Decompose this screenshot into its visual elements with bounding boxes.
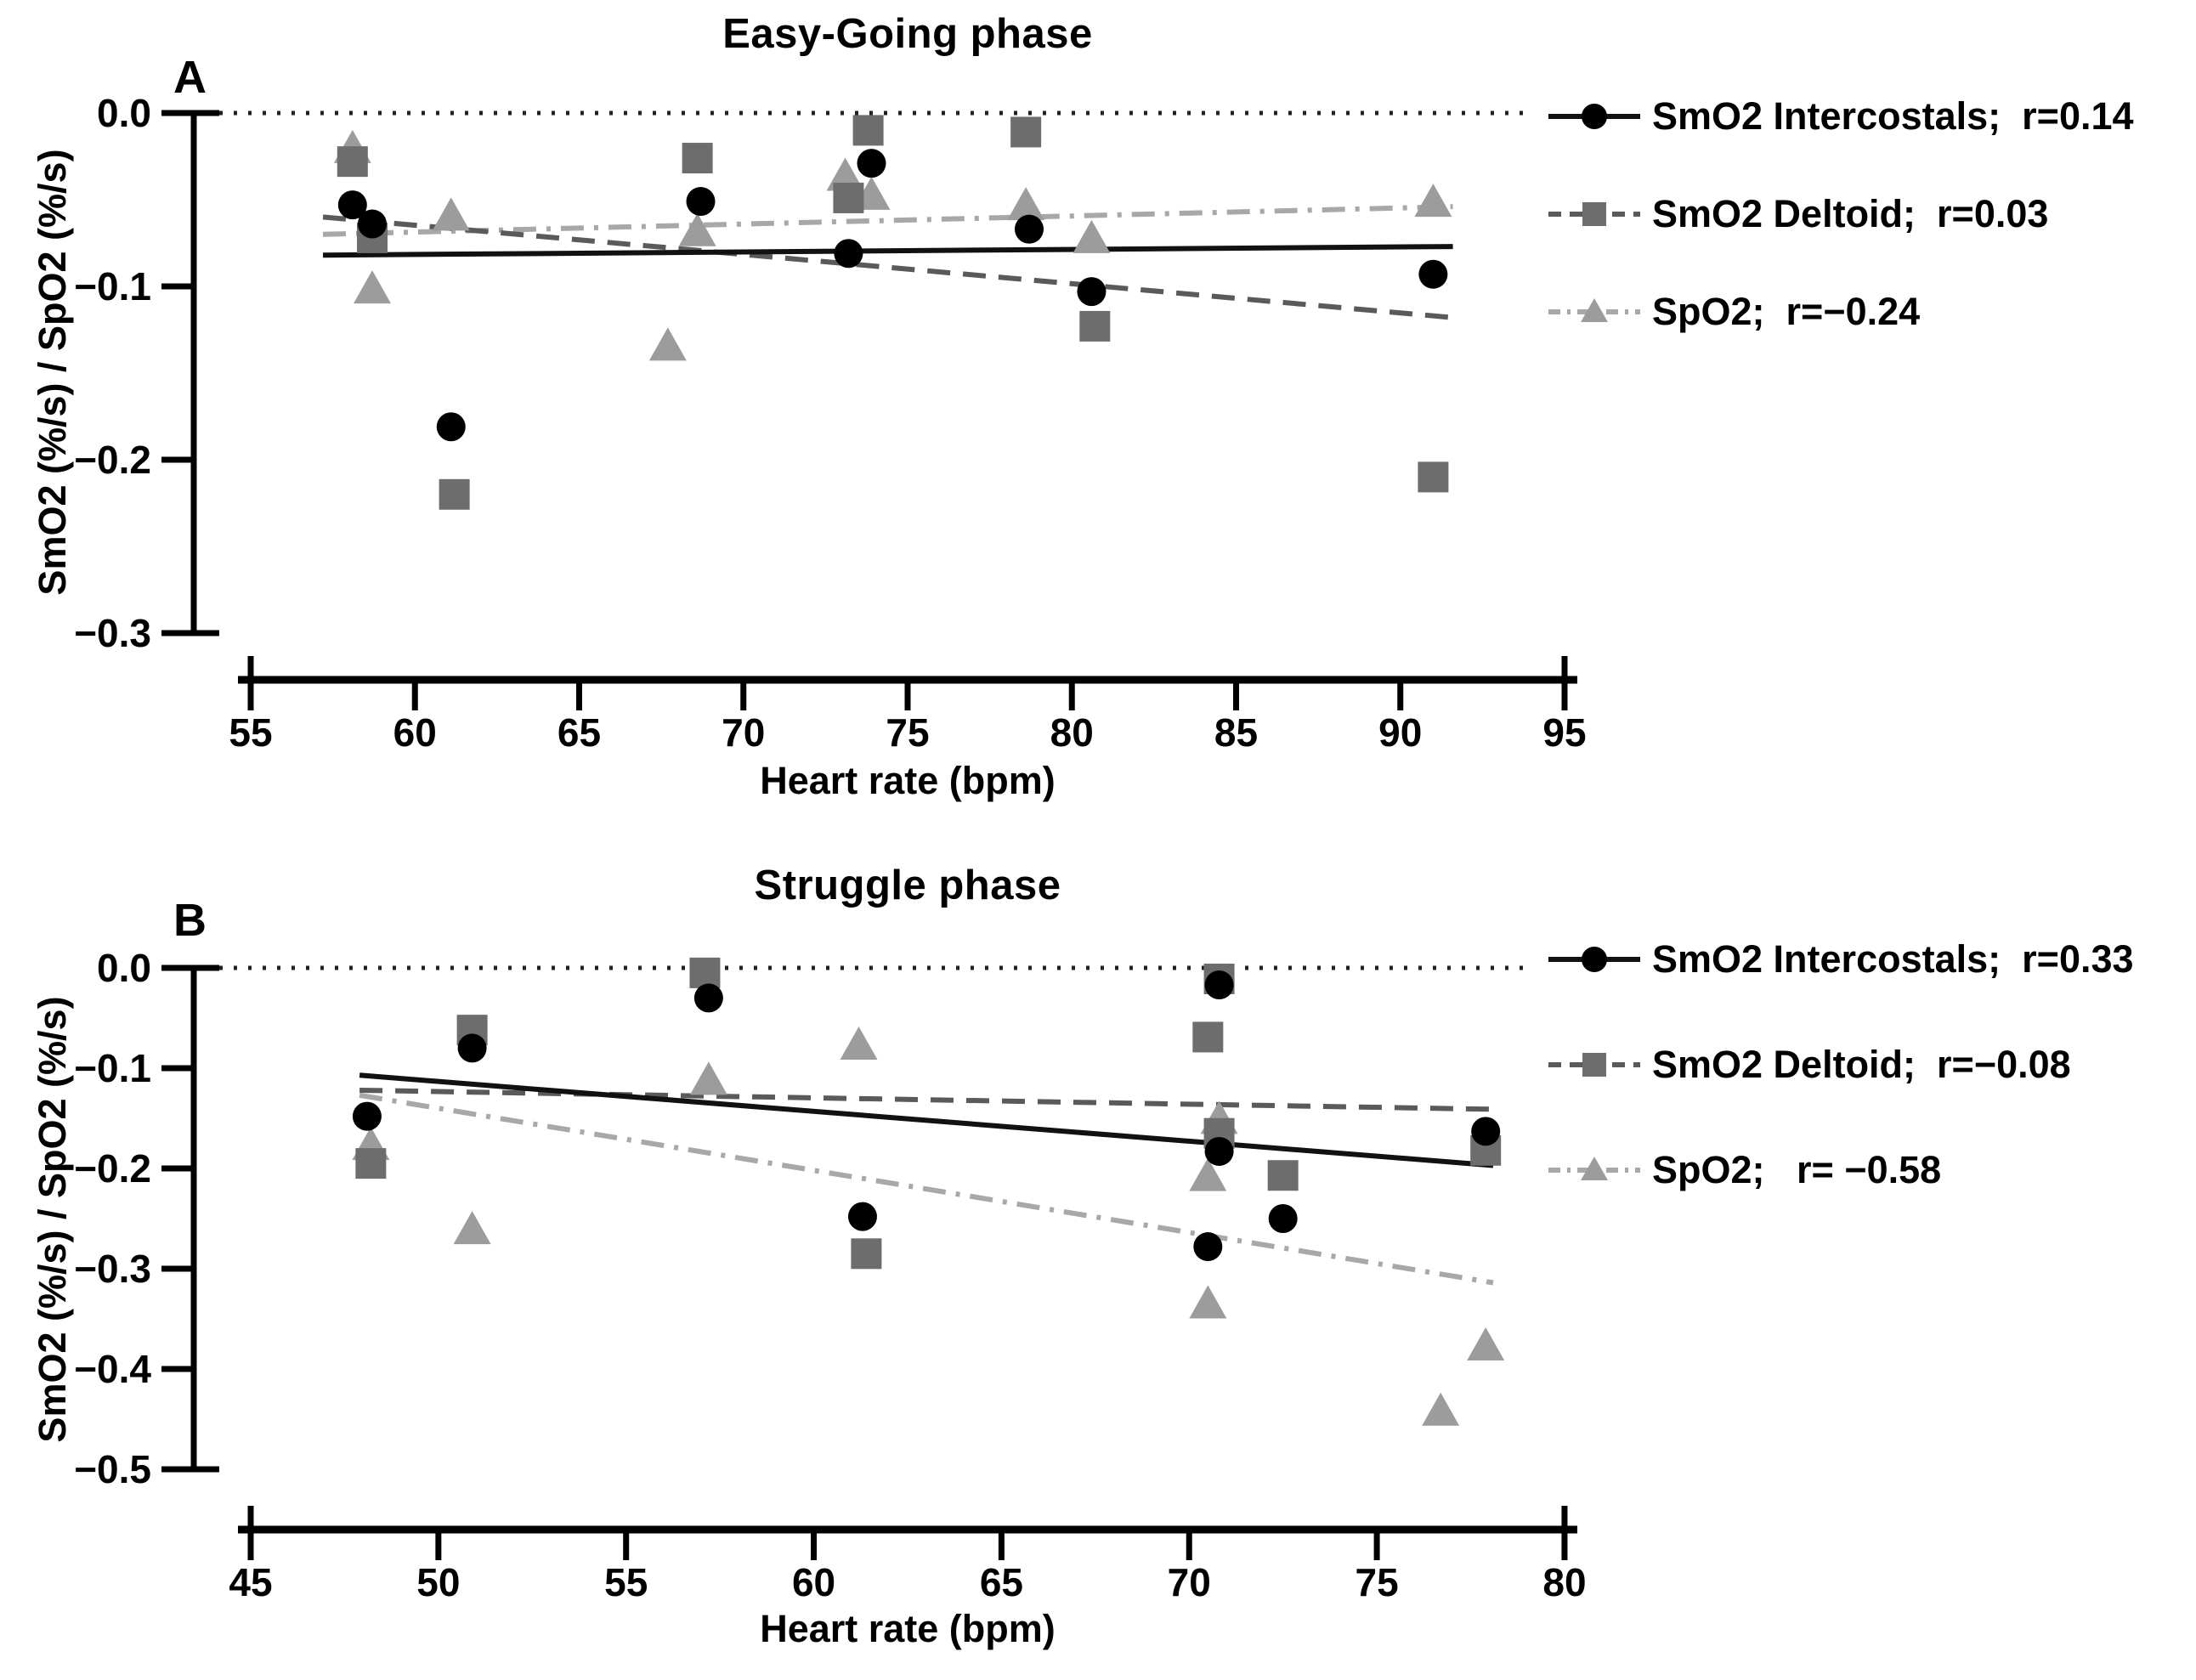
svg-text:−0.1: −0.1 [74, 264, 151, 308]
panel-b-y-axis-title: SmO2 (%/s) / SpO2 (%/s) [31, 996, 74, 1443]
svg-text:65: 65 [980, 1560, 1023, 1604]
legend-label: SmO2 Deltoid; r=0.03 [1652, 192, 2049, 235]
svg-text:0.0: 0.0 [97, 91, 151, 135]
legend-label: SpO2; r=−0.24 [1652, 290, 1921, 333]
points-smo2-deltoid [337, 115, 1449, 510]
panel-b-legend: SmO2 Intercostals; r=0.33 SmO2 Deltoid; … [1547, 937, 2134, 1191]
svg-text:60: 60 [792, 1560, 835, 1604]
circle-marker-icon [1548, 947, 1640, 972]
panel-a-letter: A [173, 52, 207, 103]
svg-text:−0.2: −0.2 [74, 438, 151, 482]
panel-a-y-axis-title: SmO2 (%/s) / SpO2 (%/s) [31, 149, 74, 596]
legend-item-deltoid-a: SmO2 Deltoid; r=0.03 [1547, 192, 2134, 235]
panel-a-title: Easy-Going phase [722, 11, 1093, 57]
svg-text:75: 75 [1356, 1560, 1399, 1604]
legend-item-deltoid-b: SmO2 Deltoid; r=−0.08 [1547, 1043, 2134, 1086]
svg-text:60: 60 [393, 710, 437, 755]
circle-marker-icon [1548, 104, 1640, 129]
panel-a-plot: 0.0 −0.1 −0.2 −0.3 55 60 65 70 75 80 85 90 95 [74, 91, 1586, 755]
panel-b-x-axis-title: Heart rate (bpm) [760, 1607, 1056, 1650]
legend-item-intercostals-b: SmO2 Intercostals; r=0.33 [1547, 937, 2134, 981]
svg-text:55: 55 [229, 710, 272, 755]
square-marker-icon [1548, 202, 1640, 226]
svg-text:−0.1: −0.1 [74, 1046, 151, 1090]
panel-b-plot: 0.0 −0.1 −0.2 −0.3 −0.4 −0.5 45 50 55 60 65 70 75 80 [74, 946, 1586, 1604]
panel-b-title: Struggle phase [754, 863, 1061, 908]
svg-text:−0.3: −0.3 [74, 611, 151, 655]
svg-text:0.0: 0.0 [97, 946, 151, 990]
svg-text:80: 80 [1050, 710, 1094, 755]
svg-text:−0.5: −0.5 [74, 1447, 151, 1491]
points-smo2-deltoid [355, 957, 1502, 1270]
svg-text:−0.4: −0.4 [74, 1347, 151, 1391]
legend-item-intercostals-a: SmO2 Intercostals; r=0.14 [1547, 94, 2134, 138]
svg-text:80: 80 [1542, 1560, 1586, 1604]
svg-text:45: 45 [229, 1560, 272, 1604]
triangle-marker-icon [1548, 1157, 1640, 1180]
svg-text:50: 50 [416, 1560, 460, 1604]
svg-text:75: 75 [886, 710, 929, 755]
svg-text:−0.2: −0.2 [74, 1146, 151, 1191]
points-smo2-intercostals [352, 970, 1501, 1262]
square-marker-icon [1548, 1053, 1640, 1077]
legend-item-spo2-a: SpO2; r=−0.24 [1547, 290, 2134, 333]
panel-a-legend: SmO2 Intercostals; r=0.14 SmO2 Deltoid; … [1547, 94, 2134, 333]
legend-label: SmO2 Intercostals; r=0.33 [1652, 937, 2134, 981]
svg-text:85: 85 [1214, 710, 1258, 755]
legend-label: SmO2 Intercostals; r=0.14 [1652, 94, 2134, 138]
points-smo2-intercostals [337, 149, 1448, 442]
legend-label: SpO2; r= −0.58 [1652, 1148, 1942, 1191]
triangle-marker-icon [1548, 298, 1640, 322]
svg-text:65: 65 [557, 710, 601, 755]
svg-text:70: 70 [722, 710, 765, 755]
svg-text:55: 55 [604, 1560, 648, 1604]
svg-text:90: 90 [1378, 710, 1422, 755]
legend-label: SmO2 Deltoid; r=−0.08 [1652, 1043, 2071, 1086]
svg-text:70: 70 [1168, 1560, 1211, 1604]
panel-a-x-axis-title: Heart rate (bpm) [760, 759, 1056, 802]
svg-text:95: 95 [1542, 710, 1586, 755]
svg-text:−0.3: −0.3 [74, 1247, 151, 1291]
legend-item-spo2-b: SpO2; r= −0.58 [1547, 1148, 2134, 1191]
panel-b-letter: B [173, 895, 207, 946]
